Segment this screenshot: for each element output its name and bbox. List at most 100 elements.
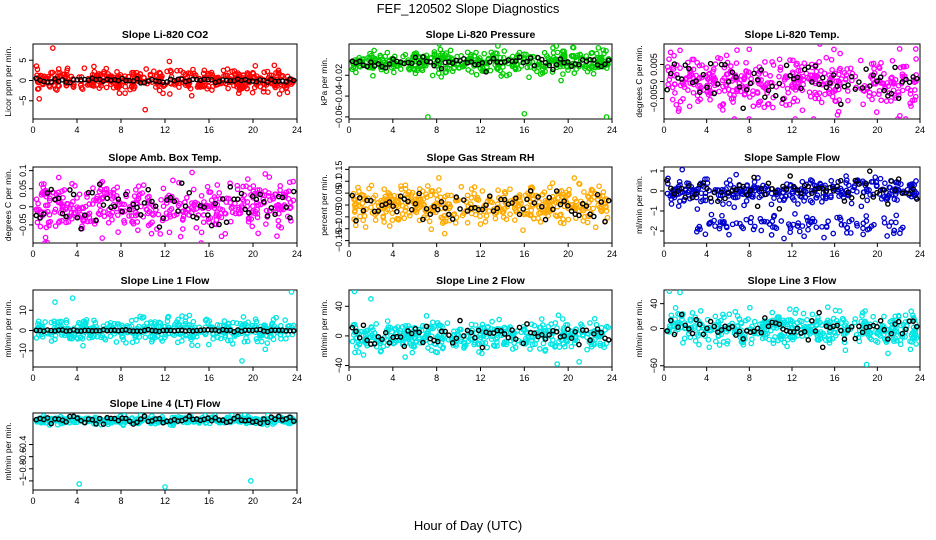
data-point xyxy=(429,72,436,79)
x-tick-label: 8 xyxy=(434,249,439,259)
data-point xyxy=(107,320,114,326)
data-point xyxy=(528,211,534,218)
reference-point xyxy=(375,61,382,67)
data-point xyxy=(435,335,442,342)
data-point xyxy=(114,212,121,219)
data-point xyxy=(848,200,855,207)
reference-point xyxy=(866,168,873,174)
reference-point xyxy=(59,210,66,217)
reference-point xyxy=(707,60,714,67)
data-point xyxy=(277,322,284,329)
reference-point xyxy=(561,333,567,339)
data-point xyxy=(874,339,881,345)
data-point xyxy=(711,75,717,82)
reference-point xyxy=(801,66,808,73)
x-tick-label: 4 xyxy=(704,125,709,135)
x-tick-label: 8 xyxy=(118,496,123,506)
reference-point xyxy=(427,211,434,218)
data-point xyxy=(825,218,831,225)
data-point xyxy=(399,203,406,209)
y-tick-label: 0 xyxy=(18,204,28,209)
outlier-point xyxy=(666,290,673,295)
data-point xyxy=(158,196,164,203)
data-point xyxy=(542,197,549,204)
data-point xyxy=(723,223,730,230)
x-tick-label: 20 xyxy=(563,373,573,383)
reference-point xyxy=(546,62,553,69)
data-point xyxy=(773,325,780,331)
data-point xyxy=(180,69,187,76)
data-point xyxy=(841,339,848,346)
reference-point xyxy=(729,323,736,330)
reference-point xyxy=(33,212,40,219)
data-point xyxy=(809,311,816,318)
reference-point xyxy=(468,59,475,65)
x-tick-label: 24 xyxy=(292,496,302,506)
data-point xyxy=(174,339,181,346)
reference-point xyxy=(678,185,685,192)
data-point xyxy=(893,219,899,226)
data-point xyxy=(63,317,70,323)
reference-point xyxy=(261,199,267,205)
data-point xyxy=(816,44,823,47)
data-point xyxy=(897,337,904,343)
data-point xyxy=(283,335,289,342)
y-tick-label: 40 xyxy=(334,301,344,311)
data-point xyxy=(246,185,253,191)
reference-point xyxy=(78,226,84,232)
reference-point xyxy=(664,177,671,184)
data-point xyxy=(572,54,579,61)
data-point xyxy=(163,215,170,222)
reference-point xyxy=(762,315,768,321)
reference-point xyxy=(416,329,422,336)
data-point xyxy=(260,88,267,95)
data-point xyxy=(831,46,837,53)
reference-point xyxy=(360,207,367,214)
data-point xyxy=(244,176,251,182)
data-point xyxy=(163,210,170,217)
data-point xyxy=(664,180,671,187)
reference-point xyxy=(598,199,605,205)
data-point xyxy=(729,221,736,228)
data-point xyxy=(776,73,782,80)
data-point xyxy=(244,338,251,345)
data-point xyxy=(878,97,884,104)
reference-point xyxy=(885,336,891,342)
data-point xyxy=(777,336,784,342)
data-point xyxy=(380,214,387,221)
y-axis-label: ml/min per min. xyxy=(3,299,13,357)
data-point xyxy=(668,201,675,207)
data-point xyxy=(883,194,890,201)
data-point xyxy=(679,316,685,323)
reference-point xyxy=(457,317,463,324)
data-point xyxy=(433,192,439,198)
data-point xyxy=(463,333,470,339)
reference-point xyxy=(412,201,419,207)
reference-point xyxy=(874,78,880,84)
data-point xyxy=(583,53,590,59)
reference-point xyxy=(751,174,757,181)
reference-point xyxy=(553,61,560,68)
data-point xyxy=(482,218,489,225)
data-point xyxy=(798,318,805,325)
reference-point xyxy=(516,211,523,218)
data-point xyxy=(792,116,799,119)
data-point xyxy=(720,201,726,207)
data-point xyxy=(278,224,285,231)
data-point xyxy=(828,56,835,63)
data-point xyxy=(275,217,282,224)
data-point xyxy=(201,67,208,74)
points-group xyxy=(33,45,297,113)
data-point xyxy=(771,195,777,201)
data-point xyxy=(164,318,171,325)
reference-point xyxy=(794,74,801,81)
reference-point xyxy=(37,215,43,221)
data-point xyxy=(389,210,396,217)
reference-point xyxy=(509,200,515,206)
data-point xyxy=(746,46,753,53)
data-point xyxy=(194,342,201,349)
reference-point xyxy=(859,193,866,200)
data-point xyxy=(719,107,726,113)
data-point xyxy=(868,336,875,343)
